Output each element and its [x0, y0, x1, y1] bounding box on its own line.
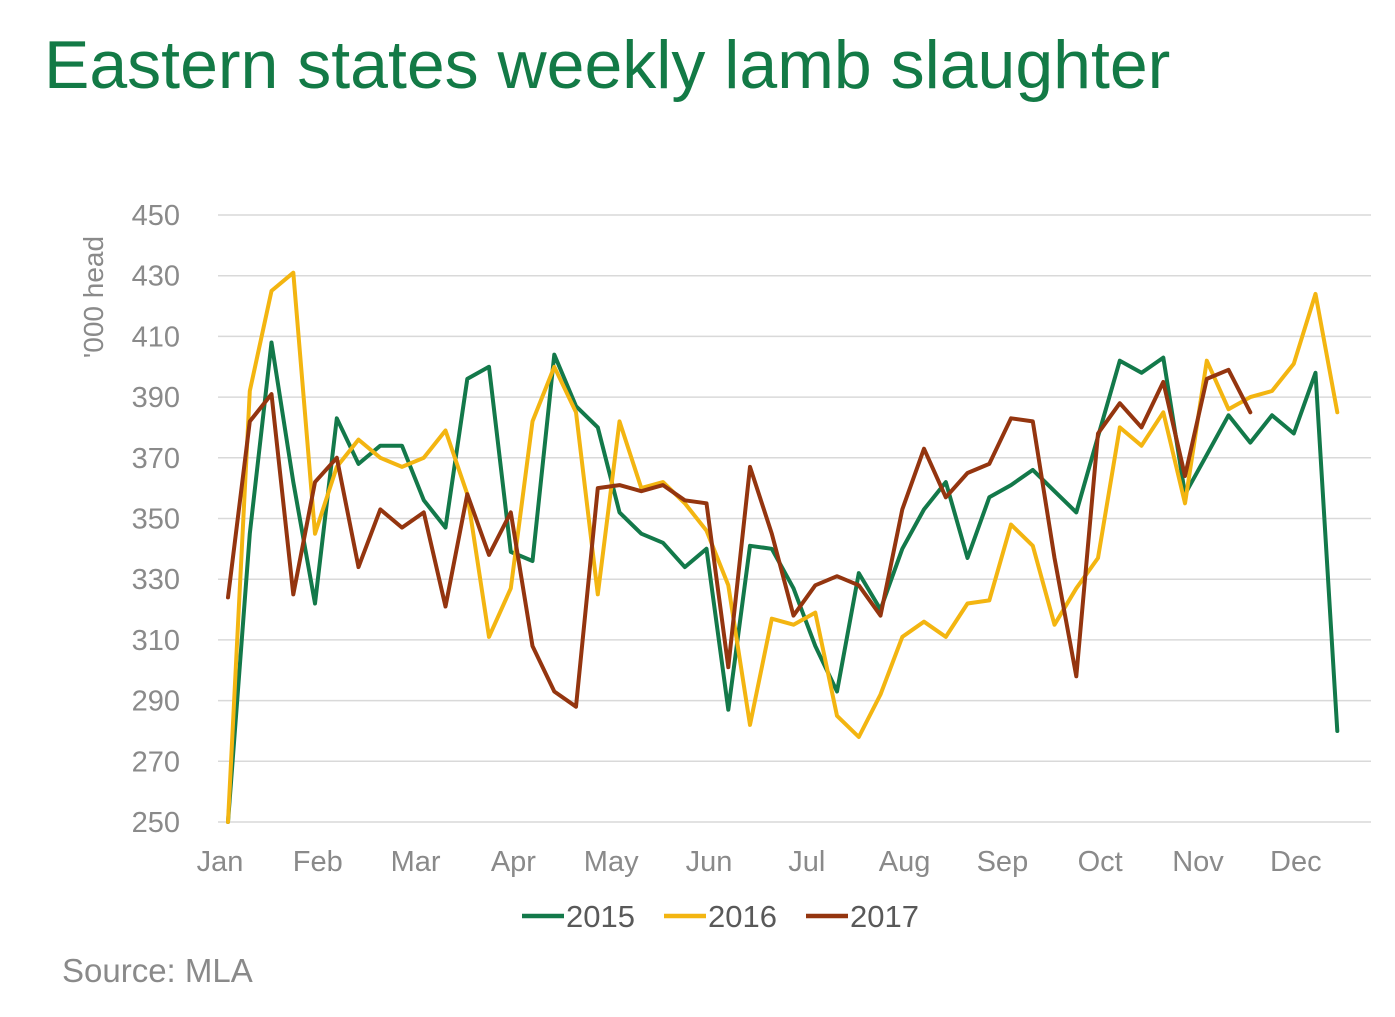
y-axis-ticks: 450 430 410 390 370 350 330 310 290 270 250	[132, 200, 180, 839]
y-tick-label: 250	[132, 807, 180, 839]
y-axis-title: '000 head	[78, 236, 109, 358]
x-tick-label: Dec	[1270, 846, 1322, 878]
legend-label-2015: 2015	[566, 899, 635, 934]
page-title: Eastern states weekly lamb slaughter	[44, 27, 1171, 103]
y-tick-label: 410	[132, 321, 180, 353]
x-tick-label: Jul	[788, 846, 825, 878]
x-tick-label: Jun	[686, 846, 733, 878]
series-lines	[226, 270, 1340, 824]
y-tick-label: 270	[132, 746, 180, 778]
x-tick-label: Feb	[293, 846, 343, 878]
gridlines	[218, 214, 1371, 823]
y-tick-label: 430	[132, 261, 180, 293]
source-note: Source: MLA	[62, 952, 253, 989]
x-tick-label: Jan	[197, 846, 244, 878]
y-tick-label: 290	[132, 686, 180, 718]
x-tick-label: Sep	[977, 846, 1029, 878]
x-tick-label: Mar	[391, 846, 441, 878]
legend: 2015 2016 2017	[522, 899, 919, 934]
x-tick-label: Nov	[1172, 846, 1224, 878]
y-tick-label: 450	[132, 200, 180, 232]
y-tick-label: 350	[132, 504, 180, 536]
series-line-2017	[226, 367, 1253, 709]
y-tick-label: 310	[132, 625, 180, 657]
x-axis-ticks: Jan Feb Mar Apr May Jun Jul Aug Sep Oct Nov Dec	[197, 846, 1322, 878]
x-tick-label: May	[584, 846, 639, 878]
x-tick-label: Aug	[879, 846, 931, 878]
x-tick-label: Oct	[1078, 846, 1123, 878]
x-tick-label: Apr	[491, 846, 536, 878]
legend-label-2016: 2016	[708, 899, 777, 934]
series-line-2016	[226, 270, 1340, 824]
y-tick-label: 390	[132, 382, 180, 414]
legend-label-2017: 2017	[850, 899, 919, 934]
y-tick-label: 370	[132, 443, 180, 475]
y-tick-label: 330	[132, 564, 180, 596]
